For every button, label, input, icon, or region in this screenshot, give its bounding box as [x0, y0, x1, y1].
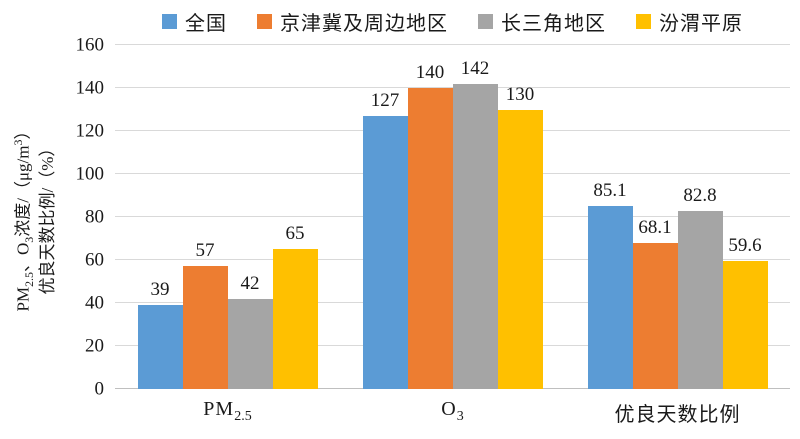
- legend-label: 长三角地区: [501, 12, 606, 35]
- y-tick-160: 160: [75, 34, 105, 56]
- x-category-label-2: 优良天数比例: [614, 404, 741, 426]
- bar-value-label: 39: [150, 279, 170, 301]
- bar-series2-cat2: 82.8: [677, 186, 723, 389]
- y-tick-60: 60: [85, 249, 104, 271]
- x-category-label-1: O3: [441, 398, 464, 424]
- y-tick-20: 20: [85, 335, 104, 357]
- bar-value-label: 42: [240, 272, 260, 294]
- x-axis-category-labels: PM2.5 O3 优良天数比例: [115, 398, 790, 427]
- bar-value-label: 130: [505, 83, 535, 105]
- y-tick-0: 0: [94, 378, 105, 400]
- bar-value-label: 57: [195, 240, 215, 262]
- x-category-label-0: PM2.5: [203, 398, 252, 424]
- bar-series1-cat2: 68.1: [632, 218, 678, 389]
- bar-value-label: 65: [285, 223, 305, 245]
- bar-value-label: 85.1: [593, 180, 627, 202]
- y-tick-40: 40: [85, 292, 104, 314]
- legend-swatch: [478, 13, 493, 29]
- legend-label: 汾渭平原: [659, 12, 743, 35]
- legend-label: 京津冀及周边地区: [280, 12, 448, 35]
- bar-group-0: 39 57 42 65: [137, 45, 318, 389]
- y-tick-140: 140: [75, 77, 105, 99]
- chart-legend: 全国 京津冀及周边地区 长三角地区 汾渭平原: [115, 7, 790, 36]
- legend-swatch: [162, 13, 177, 29]
- bar-series3-cat2: 59.6: [722, 236, 768, 389]
- bar-value-label: 140: [415, 62, 445, 83]
- bar-series1-cat1: 140: [407, 63, 453, 389]
- bar-series3-cat0: 65: [272, 224, 318, 389]
- legend-item-0: 全国: [162, 7, 227, 36]
- y-tick-80: 80: [85, 206, 104, 228]
- y-tick-100: 100: [75, 163, 105, 185]
- bar-series0-cat1: 127: [362, 91, 408, 389]
- bar-group-1: 127 140 142 130: [362, 45, 543, 389]
- gridline-160: [115, 44, 790, 45]
- y-axis-tick-labels: 0 20 40 60 80 100 120 140 160: [0, 36, 105, 399]
- bar-group-2: 85.1 68.1 82.8 59.6: [587, 45, 768, 389]
- bar-value-label: 142: [460, 57, 490, 79]
- plot-area: 39 57 42 65 127 140 142 130 85.1 68.1 82.8 59.6: [115, 44, 790, 389]
- bar-series1-cat0: 57: [182, 241, 228, 389]
- bar-groups: 39 57 42 65 127 140 142 130 85.1 68.1 82.8 59.6: [115, 45, 790, 389]
- legend-swatch: [257, 13, 272, 29]
- bar-value-label: 127: [370, 89, 400, 111]
- legend-item-2: 长三角地区: [478, 7, 606, 36]
- bar-series3-cat1: 130: [497, 85, 543, 389]
- bar-series0-cat2: 85.1: [587, 181, 633, 389]
- bar-series2-cat1: 142: [452, 59, 498, 389]
- bar-series2-cat0: 42: [227, 274, 273, 389]
- bar-value-label: 59.6: [728, 234, 762, 256]
- y-tick-120: 120: [75, 120, 105, 142]
- legend-item-1: 京津冀及周边地区: [257, 7, 448, 36]
- bar-value-label: 82.8: [683, 184, 717, 206]
- legend-label: 全国: [185, 12, 227, 35]
- legend-item-3: 汾渭平原: [636, 7, 743, 36]
- bar-series0-cat0: 39: [137, 280, 183, 389]
- legend-swatch: [636, 13, 651, 29]
- bar-value-label: 68.1: [638, 216, 672, 238]
